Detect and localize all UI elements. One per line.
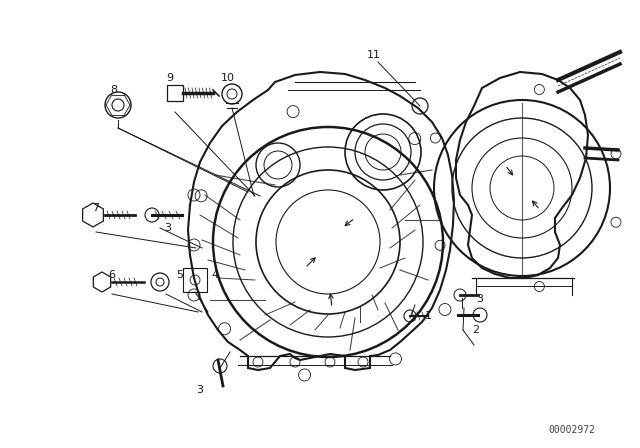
Bar: [167, 85, 183, 101]
Text: 11: 11: [367, 50, 381, 60]
Text: 7: 7: [92, 203, 100, 213]
Text: 8: 8: [111, 85, 118, 95]
Text: 5: 5: [177, 270, 184, 280]
Text: 9: 9: [166, 73, 173, 83]
Text: 4: 4: [211, 270, 219, 280]
Text: 6: 6: [109, 270, 115, 280]
Text: 10: 10: [221, 73, 235, 83]
Bar: [183, 268, 207, 292]
Text: 3: 3: [477, 294, 483, 304]
Text: 00002972: 00002972: [548, 425, 595, 435]
Text: 2: 2: [472, 325, 479, 335]
Text: 1: 1: [424, 311, 431, 321]
Text: 3: 3: [196, 385, 204, 395]
Text: 3: 3: [164, 223, 172, 233]
